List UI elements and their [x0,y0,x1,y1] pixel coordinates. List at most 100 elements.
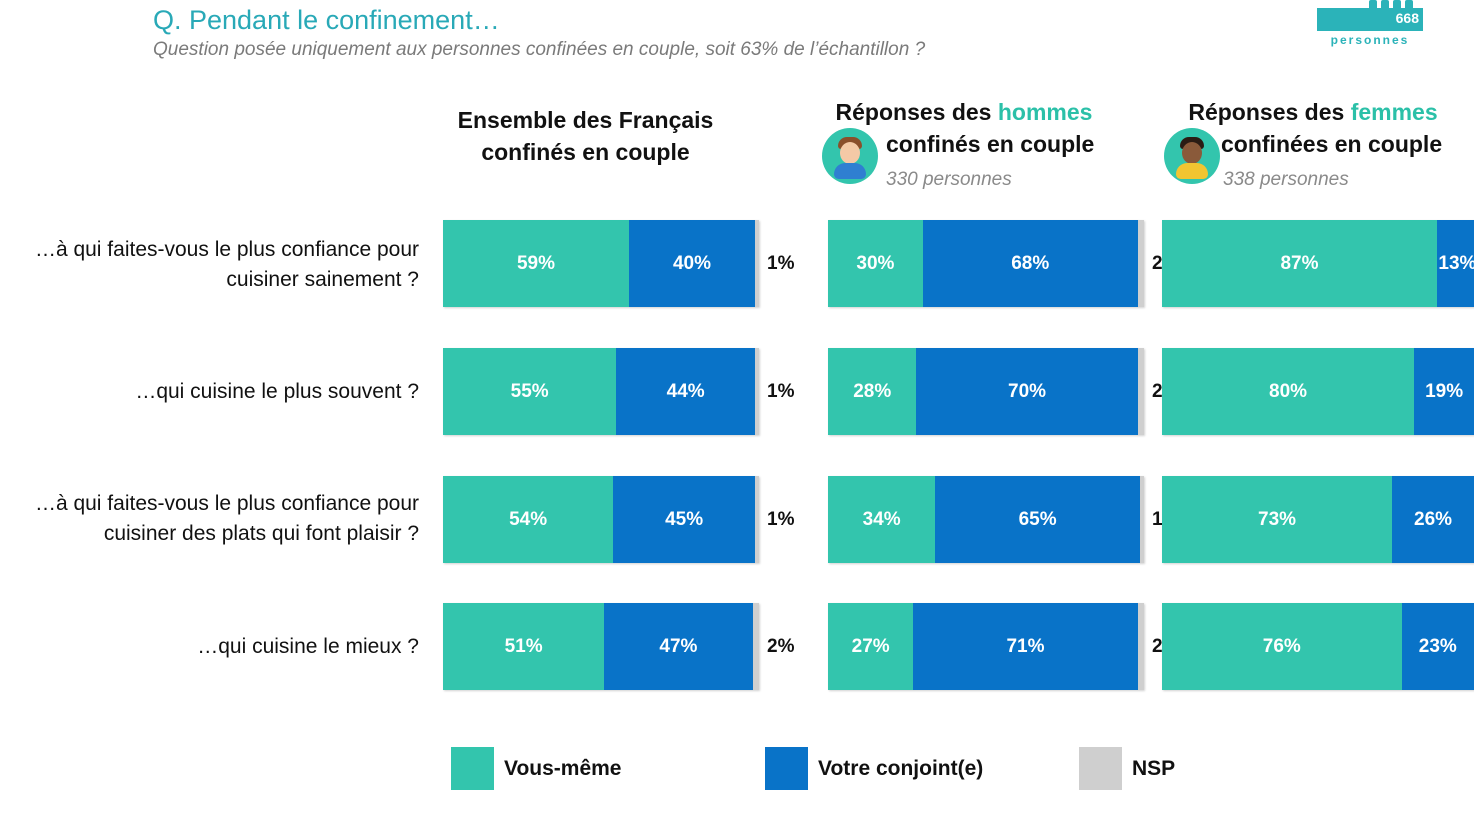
data-label: 80% [1269,380,1308,402]
bar-segment-vous-meme: 59% [443,220,629,307]
bar-segment-vous-meme: 87% [1162,220,1437,307]
legend-item-vous-meme: Vous-même [451,747,621,790]
data-label: 76% [1262,635,1301,657]
panel-header-men-prefix: Réponses des [835,99,998,125]
bar-segment-nsp [1140,476,1144,563]
bar-segment-vous-meme: 51% [443,603,605,690]
stacked-bar: 59% 40% [443,220,759,307]
bar-segment-vous-meme: 80% [1162,348,1415,435]
data-label: 54% [509,508,548,530]
bar-segment-nsp [755,348,759,435]
data-label: 23% [1418,635,1457,657]
bar-segment-vous-meme: 73% [1162,476,1393,563]
panel-header-men-count: 330 personnes [886,169,1012,190]
legend-swatch [451,747,494,790]
question-label: …qui cuisine le plus souvent ? [135,380,419,403]
data-label: 55% [510,380,549,402]
bar-segment-conjoint: 19% [1414,348,1474,435]
legend-label: Vous-même [504,756,622,780]
legend-item-nsp: NSP [1079,747,1175,790]
legend-item-conjoint: Votre conjoint(e) [765,747,983,790]
data-label: 26% [1414,508,1453,530]
bar-segment-vous-meme: 54% [443,476,614,563]
bar-segment-conjoint: 26% [1392,476,1474,563]
legend-swatch [765,747,808,790]
data-label: 47% [659,635,698,657]
data-label: 34% [862,508,901,530]
stacked-bar: 51% 47% [443,603,759,690]
panel-header-women-accent: femmes [1350,99,1438,125]
bar-segment-conjoint: 23% [1401,603,1474,690]
sample-unit: personnes [1330,33,1410,47]
bar-segment-vous-meme: 28% [828,348,917,435]
panel-header-women-line2: confinées en couple [1221,131,1443,157]
bar-segment-conjoint: 40% [628,220,756,307]
bar-segment-nsp [1137,348,1144,435]
legend-swatch [1079,747,1122,790]
panel-header-men-accent: hommes [997,99,1093,125]
bar-segment-conjoint: 44% [616,348,756,435]
data-label: 13% [1438,252,1474,274]
stacked-bar: 87% 13% [1162,220,1474,307]
data-label: 65% [1018,508,1057,530]
data-label: 71% [1006,635,1045,657]
man-avatar-icon [822,128,878,184]
bar-segment-nsp [752,603,759,690]
panel-header-all-line2: confinés en couple [481,139,690,165]
panel-header-women: Réponses des femmes [1168,96,1458,128]
bar-segment-conjoint: 68% [922,220,1138,307]
data-label: 68% [1011,252,1050,274]
page-title: Q. Pendant le confinement… [153,5,500,35]
bar-segment-vous-meme: 55% [443,348,617,435]
data-label: 27% [851,635,890,657]
page-subtitle: Question posée uniquement aux personnes … [153,39,926,60]
data-label: 59% [516,252,555,274]
stacked-bar: 73% 26% [1162,476,1474,563]
stacked-bar: 76% 23% [1162,603,1474,690]
bar-segment-conjoint: 70% [916,348,1138,435]
data-label: 19% [1425,380,1464,402]
bar-segment-vous-meme: 30% [828,220,923,307]
panel-header-women-count: 338 personnes [1223,169,1349,190]
data-label: 44% [666,380,705,402]
panel-header-women-prefix: Réponses des [1188,99,1351,125]
sample-count: 668 [1395,10,1419,26]
question-label: …à qui faites-vous le plus confiance pou… [34,238,419,291]
bar-segment-vous-meme: 76% [1162,603,1402,690]
bar-segment-conjoint: 45% [613,476,756,563]
stacked-bar: 80% 19% [1162,348,1474,435]
stacked-bar: 54% 45% [443,476,759,563]
legend-label: Votre conjoint(e) [818,756,984,780]
data-label: 28% [853,380,892,402]
stacked-bar: 34% 65% [828,476,1144,563]
bar-segment-nsp [755,476,759,563]
data-label: 51% [504,635,543,657]
legend-label: NSP [1132,756,1176,780]
bar-segment-conjoint: 65% [935,476,1141,563]
stacked-bar: 27% 71% [828,603,1144,690]
panel-header-all-line1: Ensemble des Français [457,107,714,133]
stacked-bar: 28% 70% [828,348,1144,435]
bar-segment-nsp [755,220,759,307]
bar-segment-conjoint: 71% [913,603,1138,690]
data-label: 40% [672,252,711,274]
stacked-bar: 55% 44% [443,348,759,435]
panel-header-men: Réponses des hommes [830,96,1098,128]
bar-segment-conjoint: 13% [1436,220,1474,307]
panel-header-all: Ensemble des Français confinés en couple [443,104,728,168]
bar-segment-nsp [1137,220,1144,307]
question-label: …qui cuisine le mieux ? [197,635,419,658]
bar-segment-conjoint: 47% [604,603,753,690]
data-label: 30% [856,252,895,274]
bar-segment-nsp [1137,603,1144,690]
question-label: …à qui faites-vous le plus confiance pou… [34,492,419,545]
data-label: 45% [665,508,704,530]
data-label: 70% [1008,380,1047,402]
bar-segment-vous-meme: 27% [828,603,914,690]
data-label-nsp: 2% [767,636,795,657]
data-label-nsp: 1% [767,381,795,402]
panel-header-men-line2: confinés en couple [886,131,1095,157]
sample-size-badge: 668 personnes [1317,0,1423,50]
bar-segment-vous-meme: 34% [828,476,936,563]
stacked-bar: 30% 68% [828,220,1144,307]
